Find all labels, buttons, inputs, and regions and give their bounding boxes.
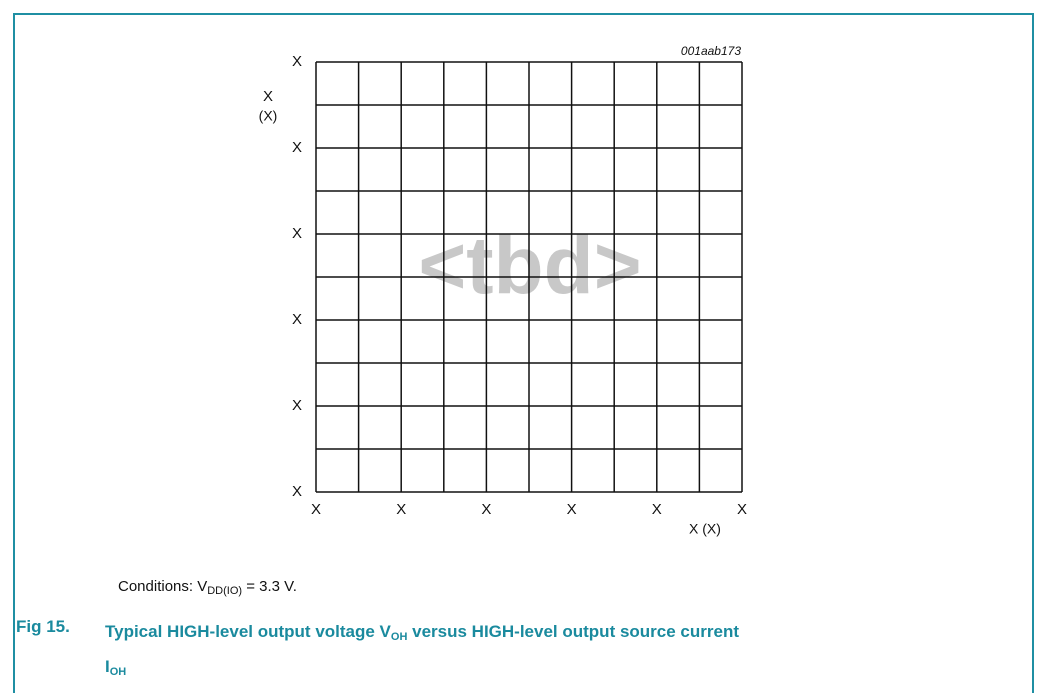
x-tick-label: X <box>652 501 662 518</box>
page: {"figure": {"id": "001aab173", "watermar… <box>13 13 1034 693</box>
caption-subscript: OH <box>109 666 127 678</box>
y-tick-label: X <box>292 139 302 156</box>
caption-text: Typical HIGH-level output voltage V <box>105 622 391 641</box>
x-tick-label: X <box>737 501 747 518</box>
conditions: Conditions: VDD(IO) = 3.3 V. <box>118 578 297 597</box>
x-axis-label: X (X) <box>689 521 721 537</box>
y-tick-label: X <box>292 53 302 70</box>
x-tick-label: X <box>311 501 321 518</box>
x-tick-label: X <box>481 501 491 518</box>
caption-text: versus HIGH-level output source current <box>407 622 739 641</box>
x-tick-label: X <box>567 501 577 518</box>
conditions-subscript: DD(IO) <box>207 585 243 597</box>
caption-number: Fig 15. <box>16 617 70 636</box>
y-axis-unit: (X) <box>259 108 278 124</box>
y-axis-label: X <box>263 88 273 105</box>
x-tick-label: X <box>396 501 406 518</box>
y-tick-label: X <box>292 397 302 414</box>
figure-frame <box>13 13 1034 693</box>
caption-text: I <box>105 657 110 676</box>
conditions-text: Conditions: V <box>118 578 208 595</box>
conditions-rest: = 3.3 V. <box>242 578 297 595</box>
y-tick-label: X <box>292 225 302 242</box>
figure-id: 001aab173 <box>681 44 741 58</box>
y-tick-label: X <box>292 483 302 500</box>
y-tick-label: X <box>292 311 302 328</box>
watermark: <tbd> <box>418 221 641 312</box>
caption-subscript: OH <box>390 631 408 643</box>
caption: Typical HIGH-level output voltage VOH ve… <box>105 617 739 687</box>
